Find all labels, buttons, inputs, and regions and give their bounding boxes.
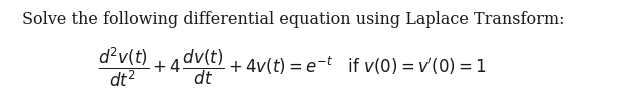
Text: Solve the following differential equation using Laplace Transform:: Solve the following differential equatio… (22, 11, 565, 28)
Text: $\dfrac{d^2v(t)}{dt^2} + 4\,\dfrac{dv(t)}{dt} + 4v(t) = e^{-t}\quad\mathrm{if}\ : $\dfrac{d^2v(t)}{dt^2} + 4\,\dfrac{dv(t)… (98, 46, 487, 89)
